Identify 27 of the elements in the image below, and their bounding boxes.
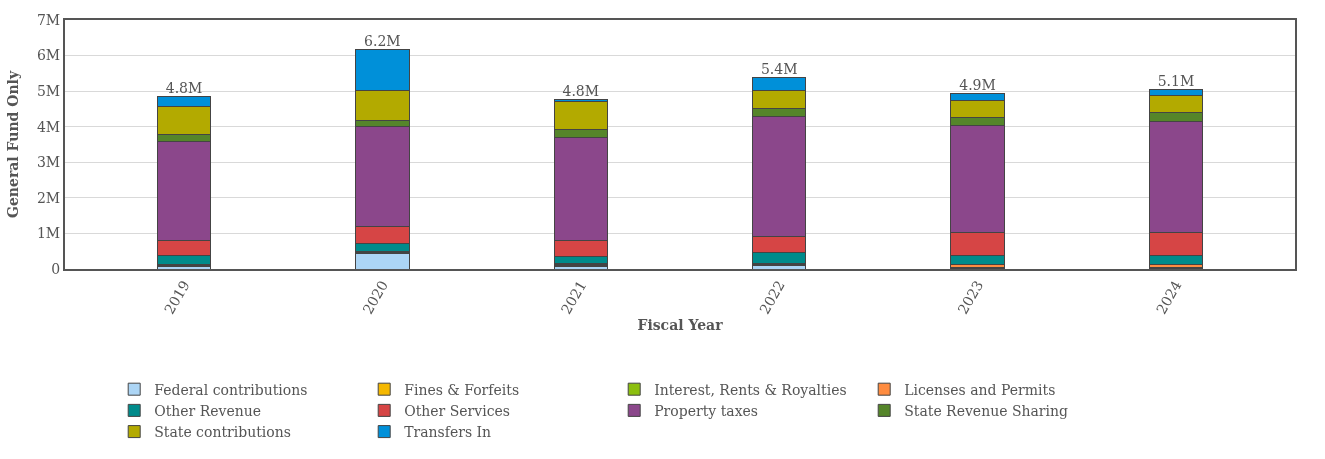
y-axis-title: General Fund Only xyxy=(5,70,22,219)
legend-label: Other Services xyxy=(404,402,511,419)
y-tick-label: 2M xyxy=(36,189,61,206)
total-label: 5.4M xyxy=(760,61,798,78)
y-tick-label: 0 xyxy=(51,260,61,277)
legend-label: Other Revenue xyxy=(154,402,262,419)
total-label: 4.9M xyxy=(959,77,996,94)
legend-label: Property taxes xyxy=(654,402,759,419)
legend-label: Federal contributions xyxy=(154,381,308,398)
legend-label: Transfers In xyxy=(404,424,492,441)
legend-label: Fines & Forfeits xyxy=(404,381,520,398)
legend-label: State contributions xyxy=(154,424,291,441)
y-tick-label: 1M xyxy=(36,225,61,242)
total-label: 4.8M xyxy=(165,80,203,97)
bar xyxy=(355,253,410,269)
legend-label: Interest, Rents & Royalties xyxy=(654,381,847,398)
y-tick-label: 4M xyxy=(36,118,61,135)
y-tick-label: 3M xyxy=(36,154,61,171)
total-label: 5.1M xyxy=(1157,72,1195,89)
y-tick-label: 7M xyxy=(36,11,61,28)
legend-label: State Revenue Sharing xyxy=(904,402,1069,419)
total-label: 6.2M xyxy=(364,33,401,50)
y-tick-label: 6M xyxy=(36,47,61,64)
legend-label: Licenses and Permits xyxy=(904,381,1056,398)
total-label: 4.8M xyxy=(562,83,600,100)
x-axis-title: Fiscal Year xyxy=(637,317,724,334)
y-tick-label: 5M xyxy=(36,83,61,100)
